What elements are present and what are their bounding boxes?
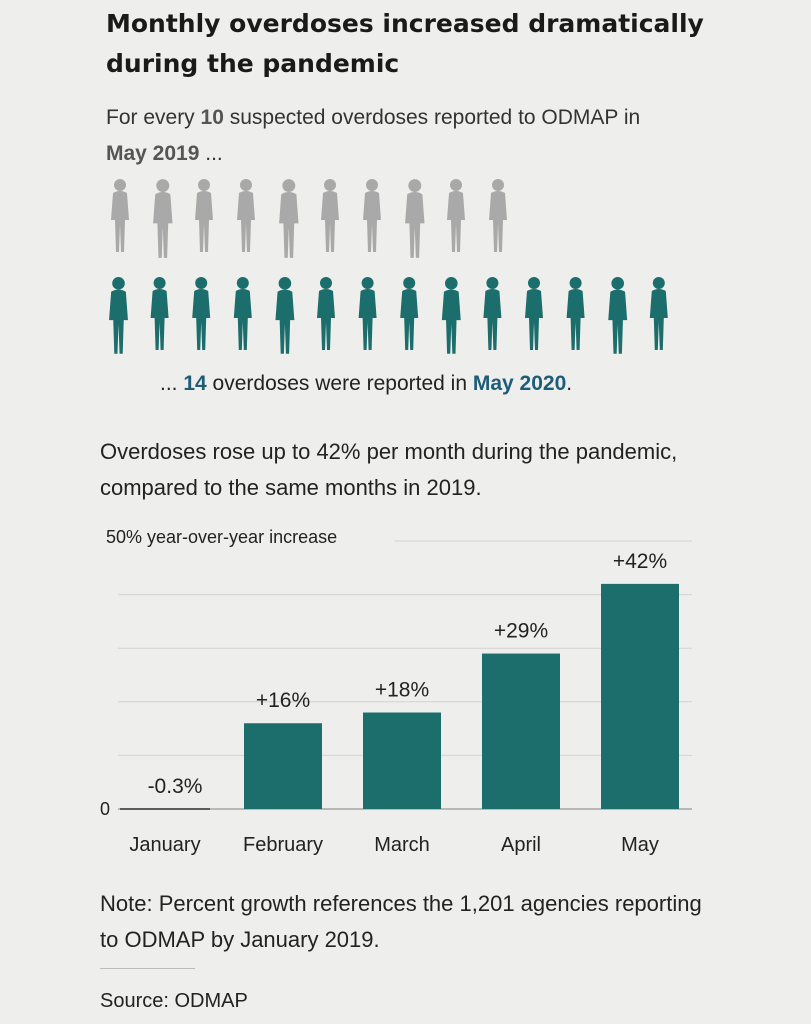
data-label: -0.3% xyxy=(148,775,203,798)
person-icon xyxy=(358,277,377,350)
person-icon xyxy=(279,179,299,258)
person-icon xyxy=(566,277,585,350)
person-icon xyxy=(275,277,295,354)
person-icon xyxy=(525,277,543,350)
intro-count: 10 xyxy=(200,106,224,129)
person-icon xyxy=(441,277,461,354)
y-tick-label: 0 xyxy=(100,799,110,819)
x-tick-label: May xyxy=(621,834,659,856)
outro-month: May 2020 xyxy=(472,372,567,395)
intro-mid: suspected overdoses reported to ODMAP in xyxy=(223,106,641,129)
bar-march xyxy=(363,712,441,809)
intro-pre: For every xyxy=(106,106,201,129)
data-label: +18% xyxy=(375,679,429,702)
person-icon xyxy=(111,179,129,252)
person-icon xyxy=(489,179,507,252)
person-icon xyxy=(237,179,255,252)
person-icon xyxy=(483,277,502,350)
pictogram xyxy=(109,179,668,354)
chart-lede: Overdoses rose up to 42% per month durin… xyxy=(100,439,678,500)
intro-text: For every 10 suspected overdoses reporte… xyxy=(106,100,666,172)
person-icon xyxy=(153,179,173,258)
person-icon xyxy=(405,179,425,258)
divider xyxy=(100,968,195,969)
person-icon xyxy=(192,277,211,350)
person-icon xyxy=(649,277,668,350)
data-label: +16% xyxy=(256,689,310,712)
person-icon xyxy=(109,277,128,354)
person-icon xyxy=(233,277,252,350)
x-tick-label: April xyxy=(501,834,541,856)
x-tick-label: January xyxy=(129,834,200,856)
bar-april xyxy=(482,653,560,809)
outro-text: ... 14 overdoses were reported in May 20… xyxy=(160,372,572,396)
outro-pre: ... xyxy=(160,372,184,395)
chart-title: Monthly overdoses increased dramatically… xyxy=(106,9,704,78)
person-icon xyxy=(317,277,335,350)
chart-source: Source: ODMAP xyxy=(100,990,248,1012)
person-icon xyxy=(321,179,339,252)
bar-may xyxy=(601,583,679,809)
person-icon xyxy=(447,179,465,252)
person-icon xyxy=(150,277,169,350)
outro-post: . xyxy=(566,372,573,395)
person-icon xyxy=(195,179,213,252)
bar-february xyxy=(244,723,322,809)
outro-mid: overdoses were reported in xyxy=(206,372,473,395)
chart-note: Note: Percent growth references the 1,20… xyxy=(100,891,702,952)
person-icon xyxy=(400,277,419,350)
intro-post: ... xyxy=(199,142,223,165)
person-icon xyxy=(363,179,381,252)
y-axis-label: 50% year-over-year increase xyxy=(106,527,337,547)
intro-month: May 2019 xyxy=(106,142,200,165)
data-label: +42% xyxy=(613,550,667,573)
x-tick-label: March xyxy=(374,834,430,856)
person-icon xyxy=(608,277,628,354)
bar-chart: 50% year-over-year increase 0 -0.3% Janua… xyxy=(100,527,692,856)
outro-count: 14 xyxy=(183,372,207,395)
x-tick-label: February xyxy=(243,834,323,856)
data-label: +29% xyxy=(494,620,548,643)
